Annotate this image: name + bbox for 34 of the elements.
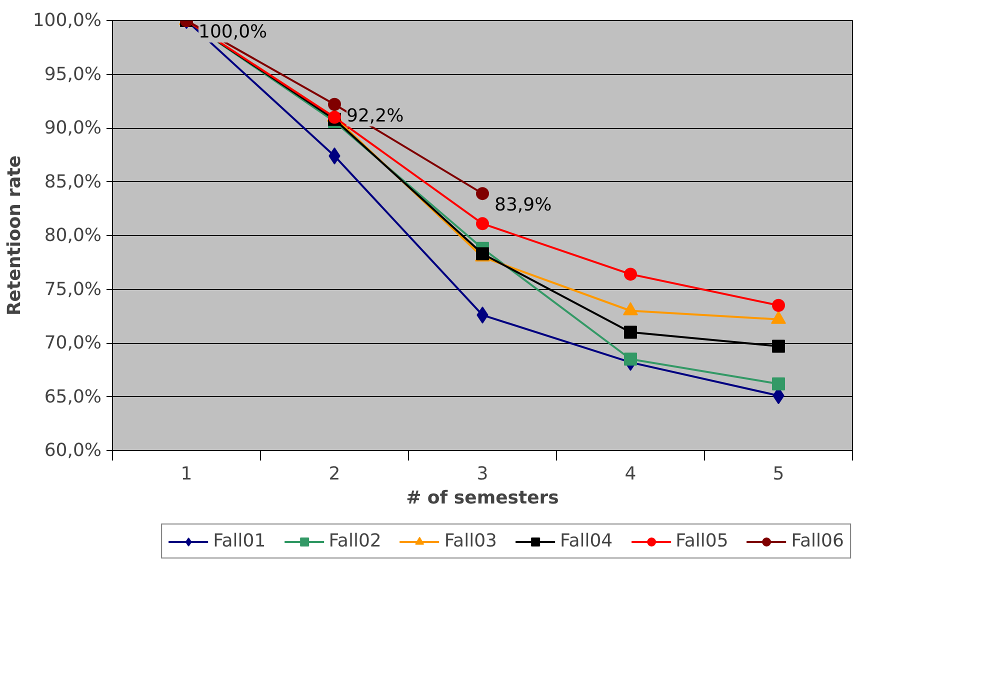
y-tick-label: 95,0% <box>44 64 102 85</box>
y-tick-label: 85,0% <box>44 171 102 192</box>
legend-label: Fall06 <box>791 530 844 552</box>
point <box>624 268 637 281</box>
point <box>772 298 785 312</box>
legend-label: Fall01 <box>213 530 266 552</box>
y-tick-label: 75,0% <box>44 278 102 300</box>
point <box>624 352 637 366</box>
x-tick-label: 3 <box>476 464 488 484</box>
point <box>624 326 637 339</box>
data-label: 83,9% <box>494 194 552 216</box>
x-tick-label: 4 <box>624 464 636 484</box>
y-tick-label: 100,0% <box>32 10 102 31</box>
y-tick-label: 80,0% <box>44 225 102 246</box>
legend-label: Fall04 <box>560 530 613 552</box>
y-tick-label: 70,0% <box>44 332 102 354</box>
data-label: 92,2% <box>346 105 404 126</box>
legend-label: Fall02 <box>328 530 382 552</box>
point <box>476 217 489 230</box>
point <box>476 187 489 200</box>
x-tick-label: 1 <box>180 464 192 484</box>
point <box>328 98 341 111</box>
data-label: 100,0% <box>198 22 268 42</box>
legend-label: Fall05 <box>676 530 728 552</box>
x-axis-title: # of semesters <box>406 488 559 508</box>
point <box>772 340 785 353</box>
y-tick-label: 65,0% <box>44 386 102 408</box>
y-axis-title: Retentioon rate <box>4 155 25 316</box>
x-tick-label: 2 <box>328 464 340 484</box>
legend-label: Fall03 <box>444 530 497 552</box>
y-tick-label: 90,0% <box>44 118 102 138</box>
point <box>772 377 785 390</box>
y-tick-label: 60,0% <box>44 440 102 461</box>
x-tick-label: 5 <box>772 464 784 484</box>
